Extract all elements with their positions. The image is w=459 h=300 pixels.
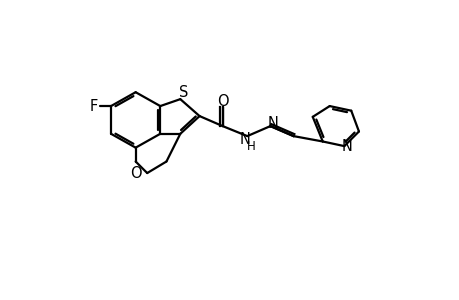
Text: S: S	[179, 85, 189, 100]
Text: O: O	[129, 166, 141, 181]
Text: N: N	[239, 132, 250, 147]
Text: H: H	[246, 140, 255, 153]
Text: N: N	[341, 139, 351, 154]
Text: N: N	[267, 116, 278, 130]
Text: O: O	[216, 94, 228, 109]
Text: F: F	[90, 99, 98, 114]
